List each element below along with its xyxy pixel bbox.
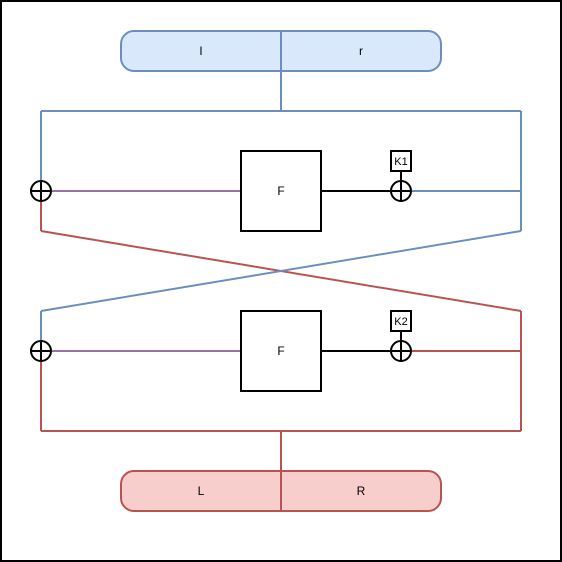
input-block: l r (120, 30, 442, 72)
round2-wires (40, 311, 522, 471)
round2-f-label: F (277, 344, 284, 358)
round2-f-box (240, 310, 322, 392)
round1-left-xor-icon (30, 180, 52, 202)
input-left-label: l (200, 44, 203, 58)
round1-blue-wires (40, 71, 522, 231)
round2-key-label: K2 (394, 316, 407, 328)
round1-key-box (390, 150, 412, 172)
input-right-label: r (359, 44, 363, 58)
output-left-label: L (198, 484, 205, 498)
output-right-label: R (357, 484, 366, 498)
cross-wire-blue (40, 230, 522, 312)
round2: F K2 (30, 310, 412, 392)
round2-left-xor-icon (30, 340, 52, 362)
round1-f-label: F (277, 184, 284, 198)
round1-key-xor-icon (390, 180, 412, 202)
output-block: L R (120, 470, 442, 512)
round2-key-box (390, 310, 412, 332)
round1: F K1 (30, 150, 412, 232)
round2-key-xor-icon (390, 340, 412, 362)
round1-f-box (240, 150, 322, 232)
round1-key-label: K1 (394, 156, 407, 168)
